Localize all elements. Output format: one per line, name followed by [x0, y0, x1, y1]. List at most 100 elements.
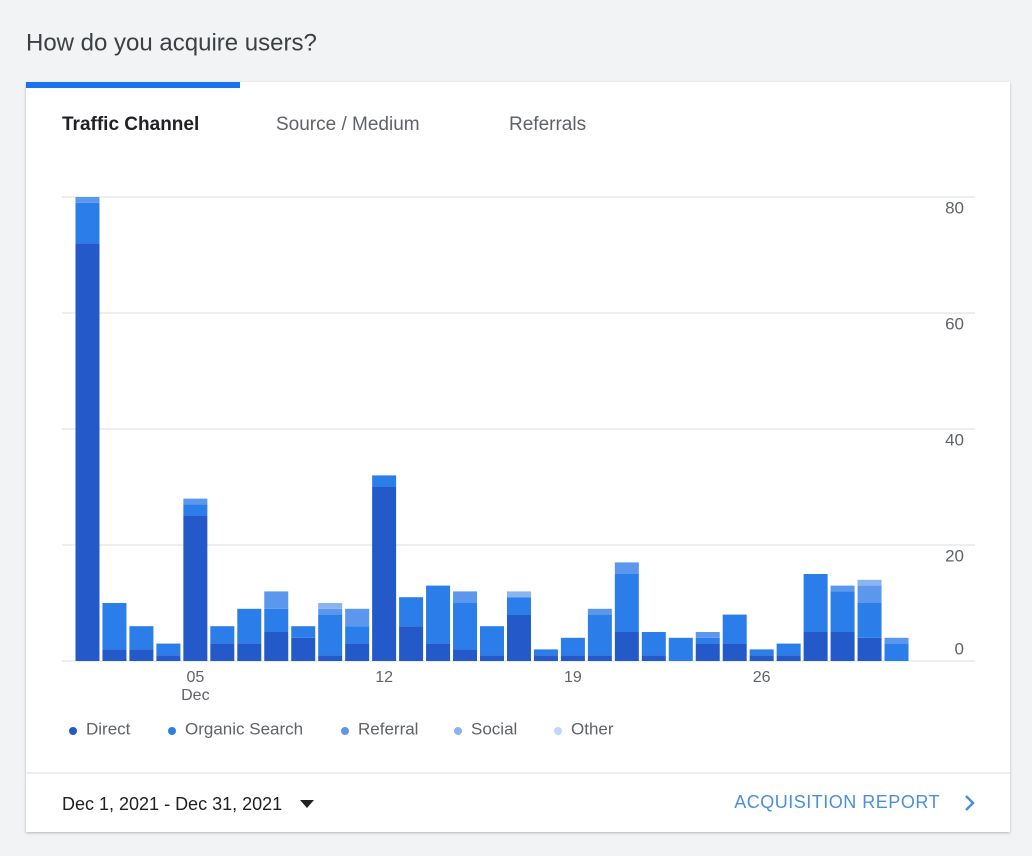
bar-segment [129, 626, 154, 650]
bar-segment [803, 574, 828, 632]
legend-label: Social [471, 719, 517, 738]
bar-segment [129, 649, 154, 661]
bar-segment [560, 637, 585, 656]
x-tick-label: 12 [375, 669, 393, 686]
bar-segment [210, 626, 235, 644]
bar-segment [506, 591, 531, 598]
bar-segment [722, 614, 747, 644]
bar-segment [803, 632, 828, 661]
page-title: How do you acquire users? [26, 29, 317, 56]
bar-segment [614, 562, 639, 574]
bar-segment [345, 643, 370, 661]
bar-segment [156, 655, 181, 661]
bar-segment [237, 643, 262, 661]
bar-segment [722, 643, 747, 661]
bar-segment [641, 655, 666, 661]
bar-segment [75, 197, 100, 203]
bar-segment [480, 655, 504, 661]
bar-segment [345, 608, 370, 627]
bar-segment [506, 597, 531, 615]
bar-segment [830, 585, 855, 592]
bar-segment [264, 632, 289, 661]
bar-segment [372, 487, 397, 661]
bar-segment [372, 475, 397, 487]
x-month-label: Dec [181, 687, 209, 704]
bar-segment [587, 608, 612, 615]
bar-segment [695, 632, 720, 638]
bar-segment [156, 643, 181, 656]
bar-segment [426, 585, 451, 644]
bar-segment [75, 202, 100, 244]
bar-segment [884, 637, 909, 644]
tab[interactable]: Traffic Channel [62, 114, 199, 135]
bar-segment [614, 632, 639, 661]
report-link[interactable]: ACQUISITION REPORT [734, 792, 940, 812]
x-tick-label: 26 [753, 669, 771, 686]
bar-segment [587, 614, 612, 656]
bar-segment [884, 643, 909, 661]
bar-segment [399, 626, 424, 661]
bar-segment [318, 655, 343, 661]
tab[interactable]: Source / Medium [276, 114, 420, 135]
bar-segment [291, 626, 316, 638]
y-tick-label: 0 [955, 639, 964, 658]
x-tick-label: 05 [186, 669, 204, 686]
bar-segment [453, 649, 478, 661]
bar-segment [857, 637, 882, 661]
bar-segment [641, 632, 666, 656]
bar-segment [237, 608, 262, 644]
bar-segment [857, 603, 882, 638]
bar-segment [345, 626, 370, 644]
date-range[interactable]: Dec 1, 2021 - Dec 31, 2021 [62, 794, 282, 814]
bar-segment [453, 603, 478, 650]
bar-segment [533, 655, 558, 661]
y-tick-label: 20 [945, 546, 964, 565]
bar-segment [587, 655, 612, 661]
bar-segment [533, 649, 558, 656]
bar-segment [749, 655, 774, 661]
bar-segment [75, 243, 100, 661]
legend-label: Other [571, 719, 614, 738]
bar-segment [480, 626, 504, 656]
dropdown-arrow[interactable] [300, 800, 314, 808]
bar-segment [614, 574, 639, 632]
x-tick-label: 19 [564, 669, 582, 686]
bar-segment [318, 614, 343, 656]
bar-segment [318, 608, 343, 615]
legend-dot [69, 727, 77, 735]
bar-segment [695, 643, 720, 661]
y-tick-label: 40 [945, 430, 964, 449]
bar-segment [102, 649, 127, 661]
legend-dot [341, 727, 349, 735]
bar-segment [668, 637, 693, 661]
bar-segment [830, 632, 855, 661]
legend-label: Direct [86, 719, 131, 738]
bar-segment [183, 498, 208, 505]
bar-segment [291, 637, 316, 661]
legend-dot [168, 727, 176, 735]
legend-label: Referral [358, 719, 418, 738]
chevron[interactable] [965, 795, 975, 811]
bar-segment [264, 591, 289, 609]
bar-segment [183, 516, 208, 661]
card [26, 82, 1010, 832]
bar-segment [560, 655, 585, 661]
bar-segment [183, 504, 208, 516]
bar-segment [318, 603, 343, 609]
bar-segment [264, 608, 289, 632]
bar-segment [399, 597, 424, 627]
bar-segment [857, 585, 882, 603]
y-tick-label: 80 [945, 198, 964, 217]
chart: 0 20 40 60 80 05 12 19 26 Dec Direct Organic Search… [62, 196, 975, 738]
bar-segment [453, 591, 478, 603]
tab[interactable]: Referrals [509, 114, 586, 135]
bar-segment [776, 655, 801, 661]
bar-segment [506, 614, 531, 661]
legend-dot [554, 727, 562, 735]
bar-segment [102, 603, 127, 650]
bar-segment [210, 643, 235, 661]
bar-segment [830, 591, 855, 632]
y-tick-label: 60 [945, 314, 964, 333]
